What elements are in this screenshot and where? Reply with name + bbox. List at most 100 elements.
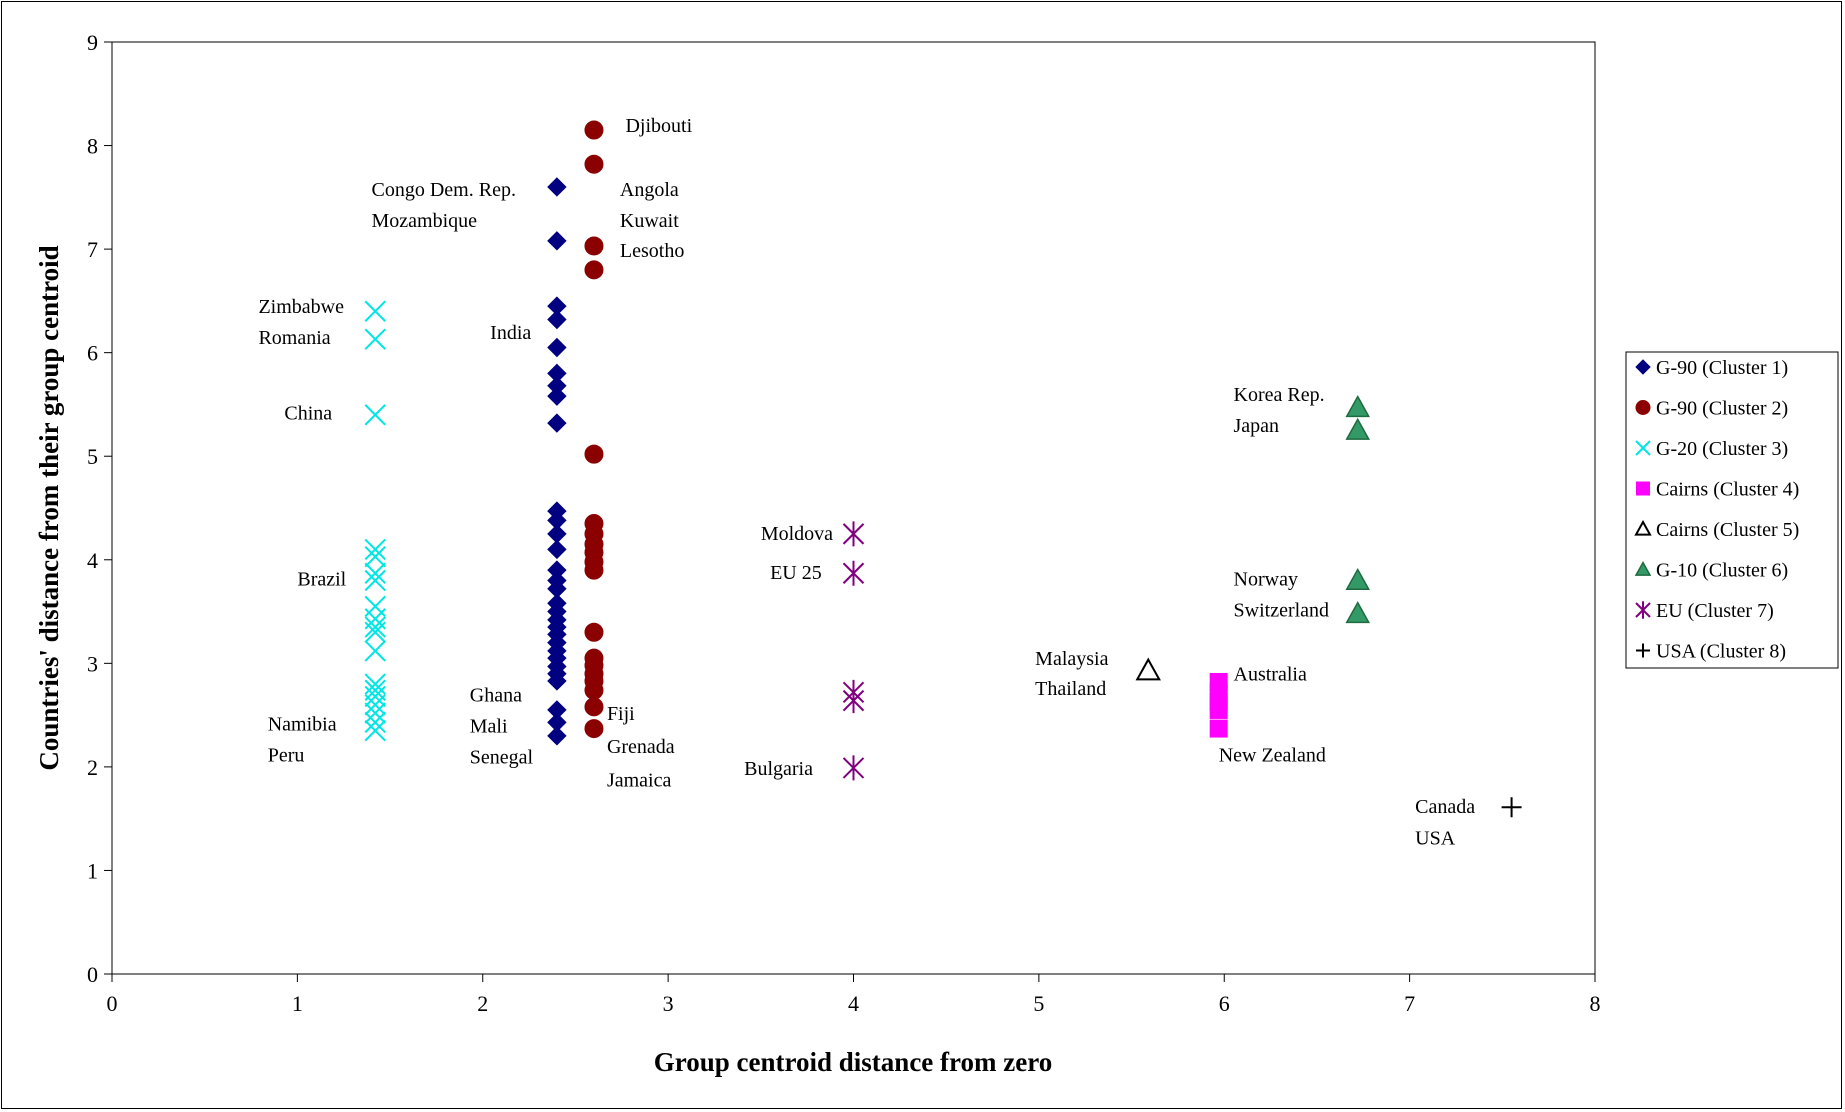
legend-item: USA (Cluster 8) bbox=[1636, 641, 1786, 663]
legend-marker bbox=[1635, 359, 1651, 375]
legend-item: Cairns (Cluster 4) bbox=[1636, 479, 1799, 501]
point-label: Thailand bbox=[1035, 678, 1106, 700]
legend-label: EU (Cluster 7) bbox=[1656, 600, 1774, 622]
data-point bbox=[842, 560, 865, 586]
point-label: Kuwait bbox=[620, 210, 679, 232]
point-label: Djibouti bbox=[625, 115, 692, 137]
data-point bbox=[584, 680, 604, 700]
legend-item: G-90 (Cluster 2) bbox=[1635, 398, 1788, 420]
y-tick-label: 0 bbox=[87, 962, 98, 987]
data-point bbox=[547, 726, 567, 746]
data-point bbox=[842, 521, 865, 547]
legend-item: G-90 (Cluster 1) bbox=[1635, 357, 1788, 379]
legend: G-90 (Cluster 1) G-90 (Cluster 2) G-20 (Cl… bbox=[1625, 351, 1839, 669]
legend-marker bbox=[1635, 601, 1651, 619]
data-point bbox=[1501, 797, 1522, 818]
series-3 bbox=[364, 300, 386, 742]
data-point bbox=[1345, 417, 1370, 440]
point-label: Korea Rep. bbox=[1234, 384, 1325, 406]
y-tick-label: 4 bbox=[87, 548, 98, 573]
data-point bbox=[547, 386, 567, 406]
data-point bbox=[364, 685, 386, 708]
data-point bbox=[584, 622, 604, 642]
legend-item: G-20 (Cluster 3) bbox=[1635, 438, 1788, 460]
legend-label: G-90 (Cluster 2) bbox=[1656, 398, 1788, 420]
data-point bbox=[364, 404, 386, 426]
legend-label: Cairns (Cluster 5) bbox=[1656, 519, 1799, 541]
data-point bbox=[547, 671, 567, 691]
point-labels: Djibouti Congo Dem. Rep. Mozambique Angola K… bbox=[258, 115, 1475, 849]
data-point bbox=[1345, 601, 1370, 624]
point-label: Namibia bbox=[268, 713, 337, 735]
series-4 bbox=[1209, 672, 1228, 738]
point-label: India bbox=[490, 322, 531, 344]
legend-label: Cairns (Cluster 4) bbox=[1656, 479, 1799, 501]
point-label: Grenada bbox=[607, 736, 675, 758]
data-point bbox=[584, 697, 604, 717]
point-label: Australia bbox=[1234, 664, 1307, 686]
point-label: China bbox=[284, 403, 332, 425]
data-point bbox=[364, 711, 386, 734]
point-label: Japan bbox=[1234, 415, 1280, 437]
x-tick-label: 4 bbox=[848, 991, 859, 1016]
data-point bbox=[547, 177, 567, 197]
point-label: Mozambique bbox=[372, 210, 478, 232]
point-label: Zimbabwe bbox=[258, 296, 344, 318]
point-label: New Zealand bbox=[1219, 744, 1326, 766]
point-label: Jamaica bbox=[607, 769, 672, 791]
data-point bbox=[547, 539, 567, 560]
point-label: Fiji bbox=[607, 703, 635, 725]
point-label: Bulgaria bbox=[744, 758, 813, 780]
data-point bbox=[364, 694, 386, 716]
y-tick-label: 3 bbox=[87, 651, 98, 676]
data-point bbox=[547, 231, 567, 251]
legend-marker bbox=[1635, 440, 1651, 456]
legend-label: G-10 (Cluster 6) bbox=[1656, 560, 1788, 582]
x-tick-label: 1 bbox=[292, 991, 303, 1016]
data-point bbox=[547, 309, 567, 330]
legend-marker bbox=[1636, 481, 1650, 496]
x-tick-label: 8 bbox=[1590, 991, 1601, 1016]
legend-item: Cairns (Cluster 5) bbox=[1634, 519, 1799, 541]
data-point bbox=[1135, 657, 1161, 681]
legend-label: USA (Cluster 8) bbox=[1656, 641, 1786, 663]
series-1 bbox=[547, 177, 567, 746]
y-tick-label: 9 bbox=[87, 30, 98, 55]
x-tick-label: 6 bbox=[1219, 991, 1230, 1016]
legend-item: G-10 (Cluster 6) bbox=[1634, 560, 1788, 582]
y-tick-label: 7 bbox=[87, 237, 98, 262]
x-axis-title: Group centroid distance from zero bbox=[654, 1047, 1052, 1077]
data-point bbox=[584, 120, 604, 140]
series-2 bbox=[584, 120, 604, 739]
data-point bbox=[1209, 719, 1228, 738]
data-point bbox=[364, 545, 386, 568]
data-point bbox=[364, 616, 386, 638]
data-point bbox=[364, 538, 386, 561]
legend-marker bbox=[1635, 400, 1651, 415]
y-tick-label: 1 bbox=[87, 858, 98, 883]
legend-item: EU (Cluster 7) bbox=[1635, 600, 1774, 622]
point-label: Ghana bbox=[470, 684, 522, 706]
data-point bbox=[364, 300, 386, 322]
series-6 bbox=[1345, 395, 1370, 624]
point-label: Norway bbox=[1234, 568, 1298, 590]
point-label: EU 25 bbox=[770, 562, 822, 584]
y-axis-title: Countries' distance from their group cen… bbox=[34, 245, 64, 770]
point-label: Malaysia bbox=[1035, 648, 1108, 670]
legend-marker bbox=[1634, 560, 1652, 576]
point-label: Mali bbox=[470, 715, 508, 737]
legend-label: G-90 (Cluster 1) bbox=[1656, 357, 1788, 379]
point-label: Switzerland bbox=[1234, 599, 1330, 621]
data-series bbox=[364, 120, 1522, 818]
plot-area bbox=[111, 41, 1596, 975]
data-point bbox=[1209, 700, 1228, 719]
point-label: Senegal bbox=[470, 747, 534, 769]
data-point bbox=[842, 688, 865, 714]
data-point bbox=[584, 154, 604, 174]
data-point bbox=[1345, 567, 1370, 591]
data-point bbox=[584, 560, 604, 580]
y-tick-label: 5 bbox=[87, 444, 98, 469]
data-point bbox=[842, 755, 865, 781]
data-point bbox=[1345, 395, 1370, 418]
